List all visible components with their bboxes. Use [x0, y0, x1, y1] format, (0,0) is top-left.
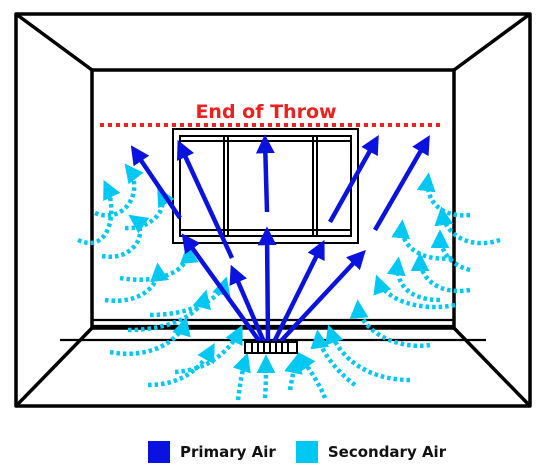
primary-air-arrow [373, 135, 430, 232]
end-of-throw-label: End of Throw [195, 101, 336, 123]
secondary-air-arrow [256, 354, 276, 399]
secondary-air-arrow [416, 172, 471, 218]
primary-air-arrow [257, 226, 277, 343]
primary-air-arrow [181, 233, 262, 344]
ceiling-edge-right [452, 12, 532, 72]
secondary-air-arrow [124, 187, 175, 231]
secondary-air-arrow [410, 252, 471, 294]
baseboard [60, 318, 486, 342]
legend-item-primary: Primary Air [148, 441, 276, 463]
primary-air-label: Primary Air [180, 443, 276, 461]
primary-air-arrow [130, 145, 182, 220]
primary-air-arrow [278, 249, 366, 344]
primary-air-arrow [328, 135, 379, 224]
primary-air-arrow [229, 264, 267, 343]
legend: Primary Air Secondary Air [148, 440, 446, 464]
secondary-air-arrow [434, 206, 501, 246]
secondary-air-arrow [109, 316, 191, 356]
ceiling-edge-left [14, 12, 94, 72]
primary-air-arrow [271, 239, 325, 343]
floor-register [244, 341, 298, 354]
secondary-air-arrow [373, 274, 456, 310]
secondary-air-label: Secondary Air [327, 443, 447, 461]
secondary-air-arrow [310, 329, 357, 387]
primary-air-arrow [255, 134, 275, 213]
back-wall [90, 68, 456, 330]
secondary-air-arrow [147, 343, 215, 388]
secondary-air-arrow [296, 351, 328, 399]
secondary-air-arrow [325, 324, 411, 383]
outer-frame [14, 12, 532, 408]
legend-item-secondary: Secondary Air [295, 441, 447, 463]
secondary-air-arrow [284, 354, 303, 391]
secondary-air-arrow [119, 244, 199, 282]
secondary-air-arrow [101, 214, 150, 259]
secondary-air-arrow [149, 276, 231, 318]
secondary-air-arrow [94, 163, 144, 218]
secondary-air-arrow [430, 229, 471, 273]
secondary-air-arrow [127, 289, 211, 333]
secondary-air-arrow [174, 324, 243, 375]
primary-air-arrow [176, 139, 235, 259]
secondary-air-swatch [295, 441, 318, 463]
secondary-air-arrow [386, 256, 441, 303]
secondary-air-arrow [77, 179, 121, 245]
primary-air-arrows [130, 134, 430, 344]
secondary-air-arrow [232, 352, 251, 401]
secondary-air-arrow [104, 262, 169, 304]
primary-air-swatch [148, 441, 170, 463]
secondary-air-arrow [391, 219, 453, 261]
